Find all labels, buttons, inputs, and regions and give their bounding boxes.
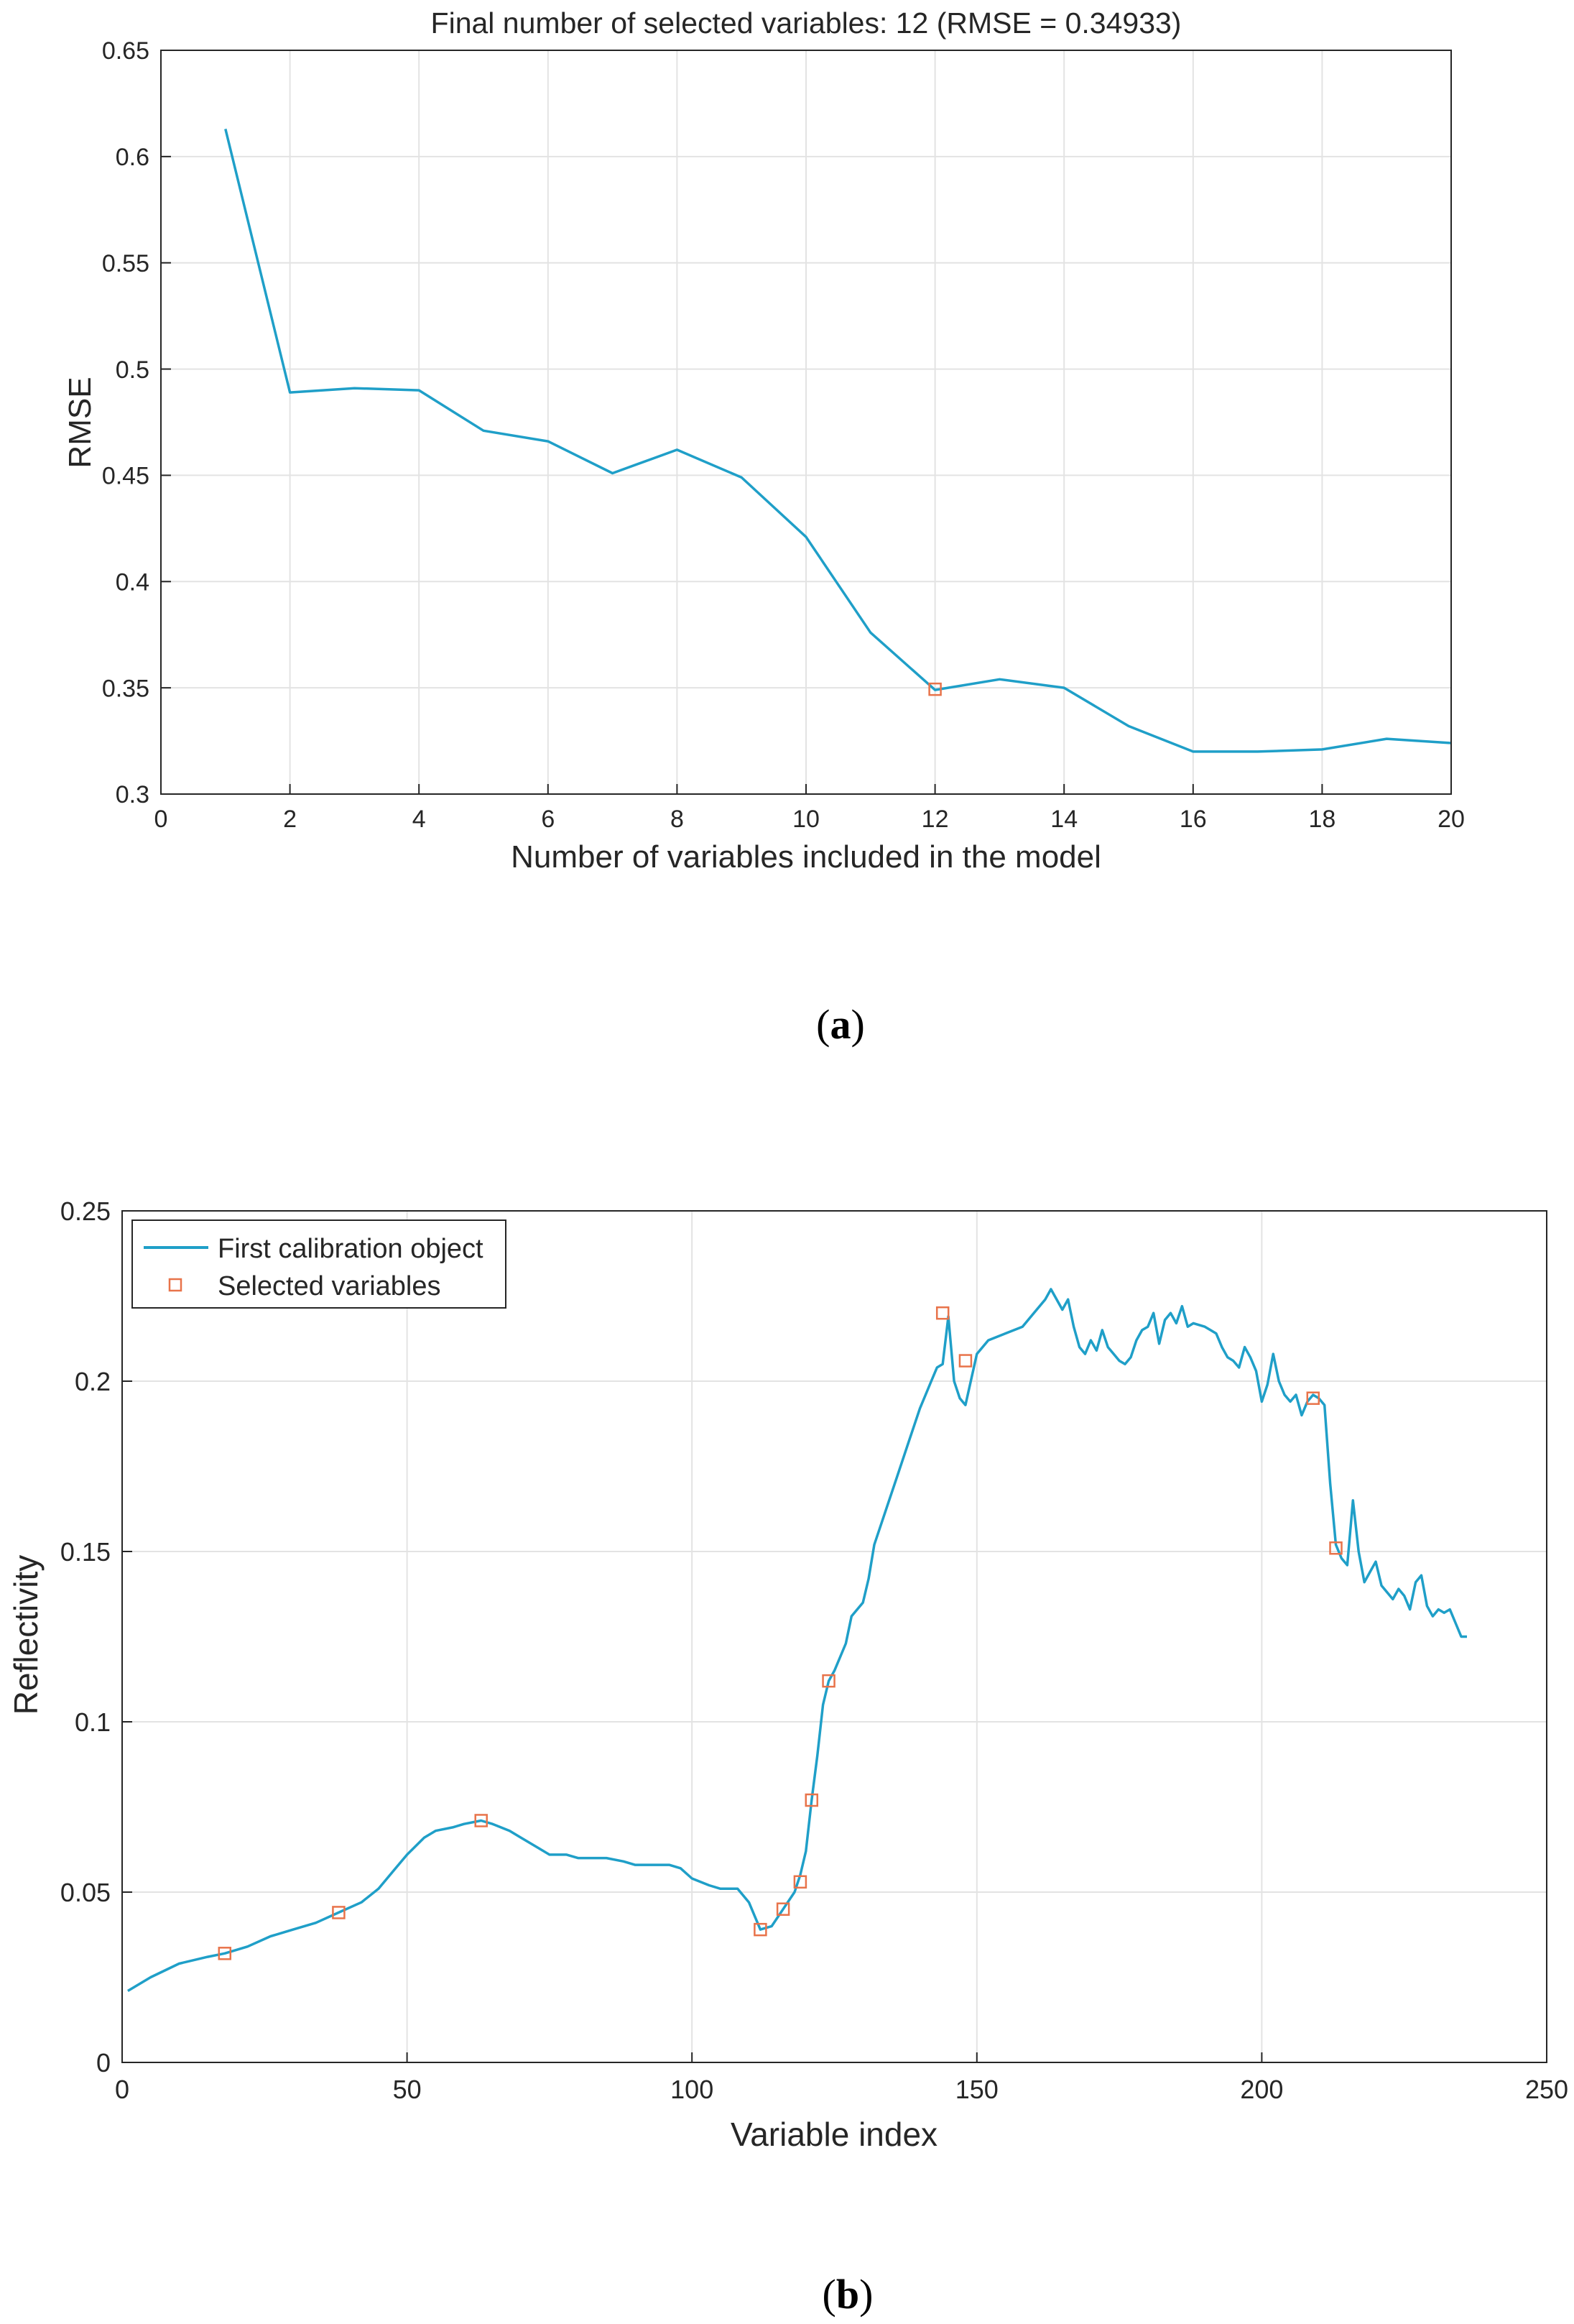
x-tick-label: 10: [792, 806, 820, 833]
x-tick-label: 18: [1308, 806, 1335, 833]
x-tick-label: 14: [1050, 806, 1078, 833]
y-tick-label: 0.1: [75, 1707, 111, 1737]
legend-entry-first-calibration: First calibration object: [218, 1234, 483, 1264]
panel-b-caption-letter: b: [836, 2271, 859, 2318]
y-tick-label: 0.5: [116, 356, 149, 384]
panel-b-y-ticks: 0 0.05 0.1 0.15 0.2 0.25: [60, 1196, 132, 2078]
y-tick-label: 0.65: [102, 37, 149, 65]
x-tick-label: 0: [115, 2075, 129, 2104]
legend-entry-selected-variables: Selected variables: [218, 1271, 441, 1301]
panel-b-series: [127, 1288, 1467, 1993]
panel-b-x-ticks: 0 50 100 150 200 250: [115, 2052, 1568, 2104]
x-tick-label: 6: [541, 806, 555, 833]
selected-variable-marker: [805, 1793, 819, 1807]
selected-variable-marker: [218, 1947, 232, 1960]
panel-b-plot-area: [122, 1211, 1547, 2062]
x-tick-label: 20: [1438, 806, 1465, 833]
panel-a-caption: (a): [816, 1001, 865, 1048]
y-tick-label: 0.3: [116, 781, 149, 808]
x-tick-label: 200: [1240, 2075, 1283, 2104]
series-line: [224, 128, 1452, 753]
selected-variable-marker: [935, 1306, 950, 1320]
selected-variable-marker: [332, 1906, 346, 1919]
y-tick-label: 0.15: [60, 1537, 111, 1567]
selected-point-marker: [928, 682, 942, 696]
selected-variable-marker: [1306, 1391, 1320, 1405]
x-tick-label: 2: [283, 806, 297, 833]
x-tick-label: 16: [1180, 806, 1207, 833]
x-tick-label: 0: [154, 806, 168, 833]
panel-b-axes-box: [121, 1210, 1547, 2063]
panel-a-y-label: RMSE: [63, 377, 98, 468]
panel-b-x-label: Variable index: [731, 2116, 938, 2153]
legend-square-swatch: [168, 1278, 182, 1292]
panel-a-marker: [928, 682, 942, 696]
y-tick-label: 0.6: [116, 144, 149, 171]
panel-b-chart: 0 50 100 150 200 250 0 0.05 0.1 0.15 0.2 0.25 Vari…: [7, 1196, 1568, 2153]
series-line: [127, 1288, 1467, 1993]
selected-variable-marker: [822, 1674, 835, 1688]
selected-variable-marker: [958, 1354, 973, 1368]
panel-b-markers: [218, 1306, 1343, 1960]
y-tick-label: 0.4: [116, 569, 149, 596]
panel-a-chart: 0 2 4 6 8 10 12 14 16 18 20 0.30.350.40.450.50.550…: [63, 6, 1465, 875]
panel-b-y-label: Reflectivity: [7, 1555, 45, 1715]
x-tick-label: 8: [670, 806, 684, 833]
x-tick-label: 100: [670, 2075, 713, 2104]
panel-a-y-ticks: 0.3 0.35 0.4 0.45 0.5 0.55 0.6 0.65: [102, 37, 171, 808]
y-tick-label: 0.05: [60, 1878, 111, 1907]
panel-a-x-ticks: 0 2 4 6 8 10 12 14 16 18 20: [154, 784, 1465, 833]
selected-variable-marker: [776, 1902, 790, 1916]
panel-a-title: Final number of selected variables: 12 (…: [431, 6, 1182, 40]
x-tick-label: 4: [412, 806, 426, 833]
y-tick-label: 0.2: [75, 1367, 111, 1396]
x-tick-label: 250: [1525, 2075, 1568, 2104]
selected-variable-marker: [1329, 1541, 1343, 1555]
x-tick-label: 50: [393, 2075, 422, 2104]
x-tick-label: 12: [922, 806, 949, 833]
panel-b-caption: (b): [823, 2271, 874, 2318]
y-tick-label: 0.25: [60, 1196, 111, 1226]
y-tick-label: 0: [96, 2048, 111, 2078]
y-tick-label: 0.45: [102, 463, 149, 490]
selected-variable-marker: [474, 1814, 488, 1827]
panel-a-x-label: Number of variables included in the mode…: [511, 839, 1101, 875]
panel-a-caption-letter: a: [830, 1001, 851, 1048]
y-tick-label: 0.35: [102, 675, 149, 702]
x-tick-label: 150: [955, 2075, 999, 2104]
selected-variable-marker: [793, 1875, 807, 1889]
selected-variable-marker: [754, 1922, 767, 1937]
panel-b-legend-box: [131, 1219, 506, 1309]
panel-a-series: [224, 128, 1452, 753]
panel-b-legend: First calibration object Selected variab…: [131, 1219, 506, 1309]
y-tick-label: 0.55: [102, 250, 149, 277]
